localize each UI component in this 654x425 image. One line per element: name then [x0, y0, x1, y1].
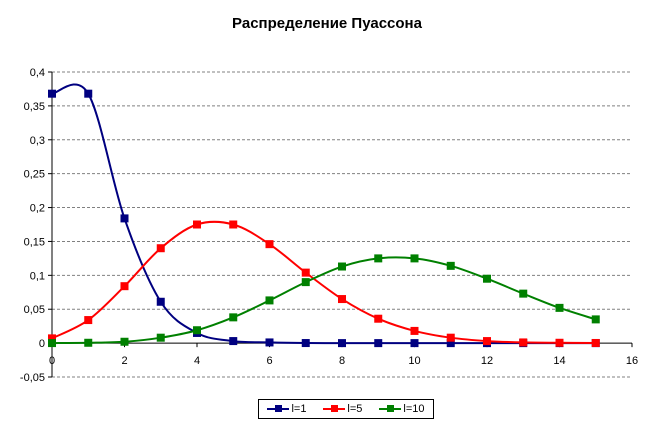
x-tick-label: 0 — [49, 355, 55, 367]
y-tick-label: 0,4 — [30, 67, 45, 79]
series-line-3 — [51, 256, 597, 345]
data-point-series-1 — [48, 89, 56, 98]
data-point-series-3 — [156, 333, 165, 342]
legend-label: l=10 — [403, 403, 425, 415]
data-point-series-2 — [519, 338, 528, 347]
data-point-series-3 — [410, 254, 419, 263]
y-tick-label: 0 — [39, 338, 45, 350]
data-point-series-2 — [193, 220, 201, 229]
x-tick-label: 14 — [553, 355, 565, 367]
data-point-series-2 — [410, 326, 419, 335]
data-point-series-3 — [374, 254, 383, 263]
legend-item-3: l=10 — [379, 403, 424, 415]
legend-item-1: l=1 — [267, 403, 306, 415]
data-point-series-2 — [84, 316, 93, 325]
y-tick-label: 0,1 — [30, 270, 45, 282]
y-tick-label: 0,05 — [24, 304, 45, 316]
y-tick-label: -0,05 — [20, 372, 45, 384]
data-point-series-1 — [265, 338, 274, 347]
data-point-series-2 — [301, 268, 310, 277]
x-tick-label: 12 — [481, 355, 493, 367]
legend: l=1 l=5 l=10 — [258, 399, 434, 419]
chart-title: Распределение Пуассона — [232, 15, 422, 32]
x-tick-label: 10 — [408, 355, 420, 367]
data-point-series-1 — [301, 339, 310, 348]
x-tick-label: 4 — [194, 355, 200, 367]
x-tick-label: 8 — [339, 355, 345, 367]
data-point-series-3 — [84, 338, 93, 347]
legend-label: l=1 — [291, 403, 307, 415]
x-tick-label: 6 — [266, 355, 272, 367]
data-point-series-3 — [483, 274, 491, 283]
y-tick-label: 0,2 — [30, 203, 45, 215]
data-point-series-2 — [156, 244, 165, 253]
x-tick-label: 2 — [121, 355, 127, 367]
data-point-series-3 — [591, 315, 600, 324]
x-tick-label: 16 — [626, 355, 638, 367]
data-point-series-2 — [265, 240, 274, 249]
data-point-series-3 — [48, 339, 56, 348]
series-line-2 — [51, 220, 596, 344]
legend-swatch — [323, 404, 346, 414]
legend-swatch — [267, 404, 290, 414]
data-point-series-3 — [519, 289, 528, 298]
data-point-series-2 — [483, 337, 491, 346]
data-point-series-1 — [84, 89, 93, 98]
y-tick-label: 0,15 — [24, 236, 45, 248]
data-point-series-3 — [555, 303, 564, 312]
data-point-series-2 — [446, 333, 455, 342]
y-tick-label: 0,3 — [30, 135, 45, 147]
data-point-series-3 — [446, 261, 455, 270]
data-point-series-2 — [555, 338, 564, 347]
data-point-series-1 — [410, 339, 419, 348]
y-tick-label: 0,25 — [24, 169, 45, 181]
y-tick-label: 0,35 — [24, 101, 45, 113]
data-point-series-1 — [374, 339, 383, 348]
data-point-series-2 — [120, 282, 129, 291]
data-point-series-3 — [120, 337, 129, 346]
data-point-series-2 — [374, 314, 383, 323]
data-point-series-1 — [120, 214, 129, 223]
data-point-series-1 — [338, 339, 346, 348]
data-point-series-3 — [265, 296, 274, 305]
data-point-series-3 — [301, 278, 310, 287]
data-point-series-1 — [229, 337, 238, 346]
data-point-series-2 — [591, 338, 600, 347]
data-point-series-3 — [229, 313, 238, 322]
series-line-1 — [51, 83, 596, 345]
legend-label: l=5 — [347, 403, 363, 415]
data-point-series-3 — [193, 326, 201, 335]
data-point-series-3 — [338, 262, 346, 271]
legend-item-2: l=5 — [323, 403, 362, 415]
data-point-series-2 — [229, 220, 238, 229]
legend-swatch — [379, 404, 402, 414]
data-point-series-2 — [338, 295, 346, 304]
data-point-series-1 — [156, 297, 165, 306]
